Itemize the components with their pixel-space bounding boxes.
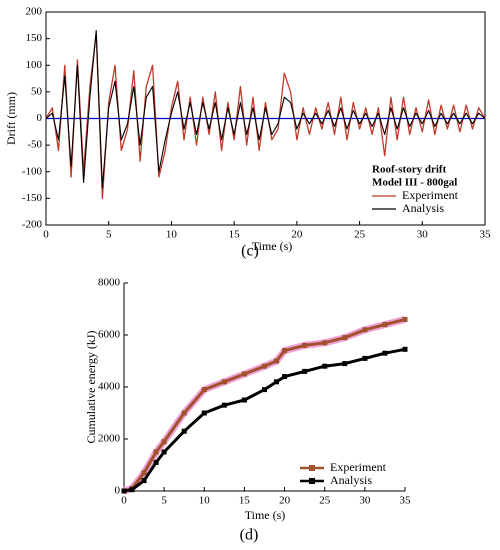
legend-title: Model III - 800gal — [372, 177, 457, 189]
series-marker — [402, 316, 408, 322]
series-marker — [262, 387, 267, 393]
series-line — [123, 317, 406, 493]
series-marker — [221, 402, 227, 408]
y-tick-label: 6000 — [98, 329, 121, 341]
y-axis-label: Drift (mm) — [4, 92, 18, 145]
y-tick-label: 200 — [26, 6, 43, 18]
x-axis-label: Time (s) — [245, 508, 286, 522]
y-tick-label: 50 — [31, 85, 43, 97]
x-tick-label: 20 — [291, 229, 303, 241]
series-marker — [402, 346, 408, 352]
series-marker — [241, 397, 247, 403]
series-marker — [302, 368, 308, 374]
x-tick-label: 15 — [229, 229, 241, 241]
series-marker — [362, 355, 368, 361]
legend-label: Analysis — [402, 201, 444, 215]
y-tick-label: 2000 — [98, 433, 121, 445]
series-marker — [129, 487, 135, 493]
series-marker — [274, 379, 280, 385]
series-marker — [181, 410, 187, 416]
series-marker — [141, 478, 147, 484]
series-marker — [342, 361, 348, 367]
legend-marker — [309, 465, 315, 471]
legend-label: Analysis — [330, 473, 372, 487]
series-marker — [121, 488, 127, 494]
y-axis-label: Cumulative energy (kJ) — [84, 330, 98, 443]
series-marker — [382, 350, 388, 356]
series-marker — [201, 410, 207, 416]
series-marker — [274, 358, 280, 364]
y-tick-label: 0 — [115, 485, 121, 497]
x-tick-label: 35 — [400, 495, 412, 507]
series-marker — [153, 459, 159, 465]
series-marker — [362, 327, 368, 333]
series-marker — [153, 449, 159, 455]
series-marker — [241, 371, 247, 377]
x-tick-label: 0 — [121, 495, 127, 507]
x-tick-label: 30 — [359, 495, 371, 507]
x-tick-label: 20 — [279, 495, 291, 507]
y-tick-label: -100 — [22, 165, 43, 177]
series-marker — [382, 322, 388, 328]
series-marker — [141, 470, 147, 476]
x-tick-label: 35 — [480, 229, 492, 241]
panel-label: (d) — [240, 527, 259, 544]
y-tick-label: 8000 — [98, 277, 121, 289]
series-marker — [282, 374, 288, 380]
legend-marker — [309, 478, 315, 484]
series-marker — [322, 363, 328, 369]
series-marker — [262, 363, 267, 369]
series-marker — [342, 335, 348, 341]
series-marker — [302, 342, 308, 348]
series-marker — [161, 439, 167, 445]
x-tick-label: 15 — [239, 495, 251, 507]
x-tick-label: 5 — [106, 229, 112, 241]
x-tick-label: 25 — [319, 495, 331, 507]
y-tick-label: 4000 — [98, 381, 121, 393]
y-tick-label: -200 — [22, 219, 43, 231]
y-tick-label: -150 — [22, 192, 43, 204]
series-marker — [221, 379, 227, 385]
x-tick-label: 10 — [199, 495, 211, 507]
x-tick-label: 10 — [166, 229, 178, 241]
x-tick-label: 25 — [354, 229, 366, 241]
legend-label: Experiment — [330, 460, 387, 474]
series-marker — [322, 340, 328, 346]
series-line — [123, 347, 406, 493]
series-marker — [161, 449, 167, 455]
y-tick-label: 100 — [26, 59, 43, 71]
legend-title: Roof-story drift — [372, 164, 447, 176]
legend-label: Experiment — [402, 188, 459, 202]
series-line — [45, 30, 486, 189]
x-tick-label: 5 — [161, 495, 167, 507]
series-marker — [201, 387, 207, 393]
x-axis-label: Time (s) — [252, 239, 293, 253]
y-tick-label: 0 — [37, 112, 43, 124]
x-tick-label: 0 — [43, 229, 49, 241]
y-tick-label: 150 — [26, 32, 43, 44]
panel-label: (c) — [241, 243, 259, 260]
series-marker — [282, 348, 288, 354]
x-tick-label: 30 — [417, 229, 429, 241]
y-tick-label: -50 — [27, 139, 42, 151]
series-marker — [181, 428, 187, 434]
